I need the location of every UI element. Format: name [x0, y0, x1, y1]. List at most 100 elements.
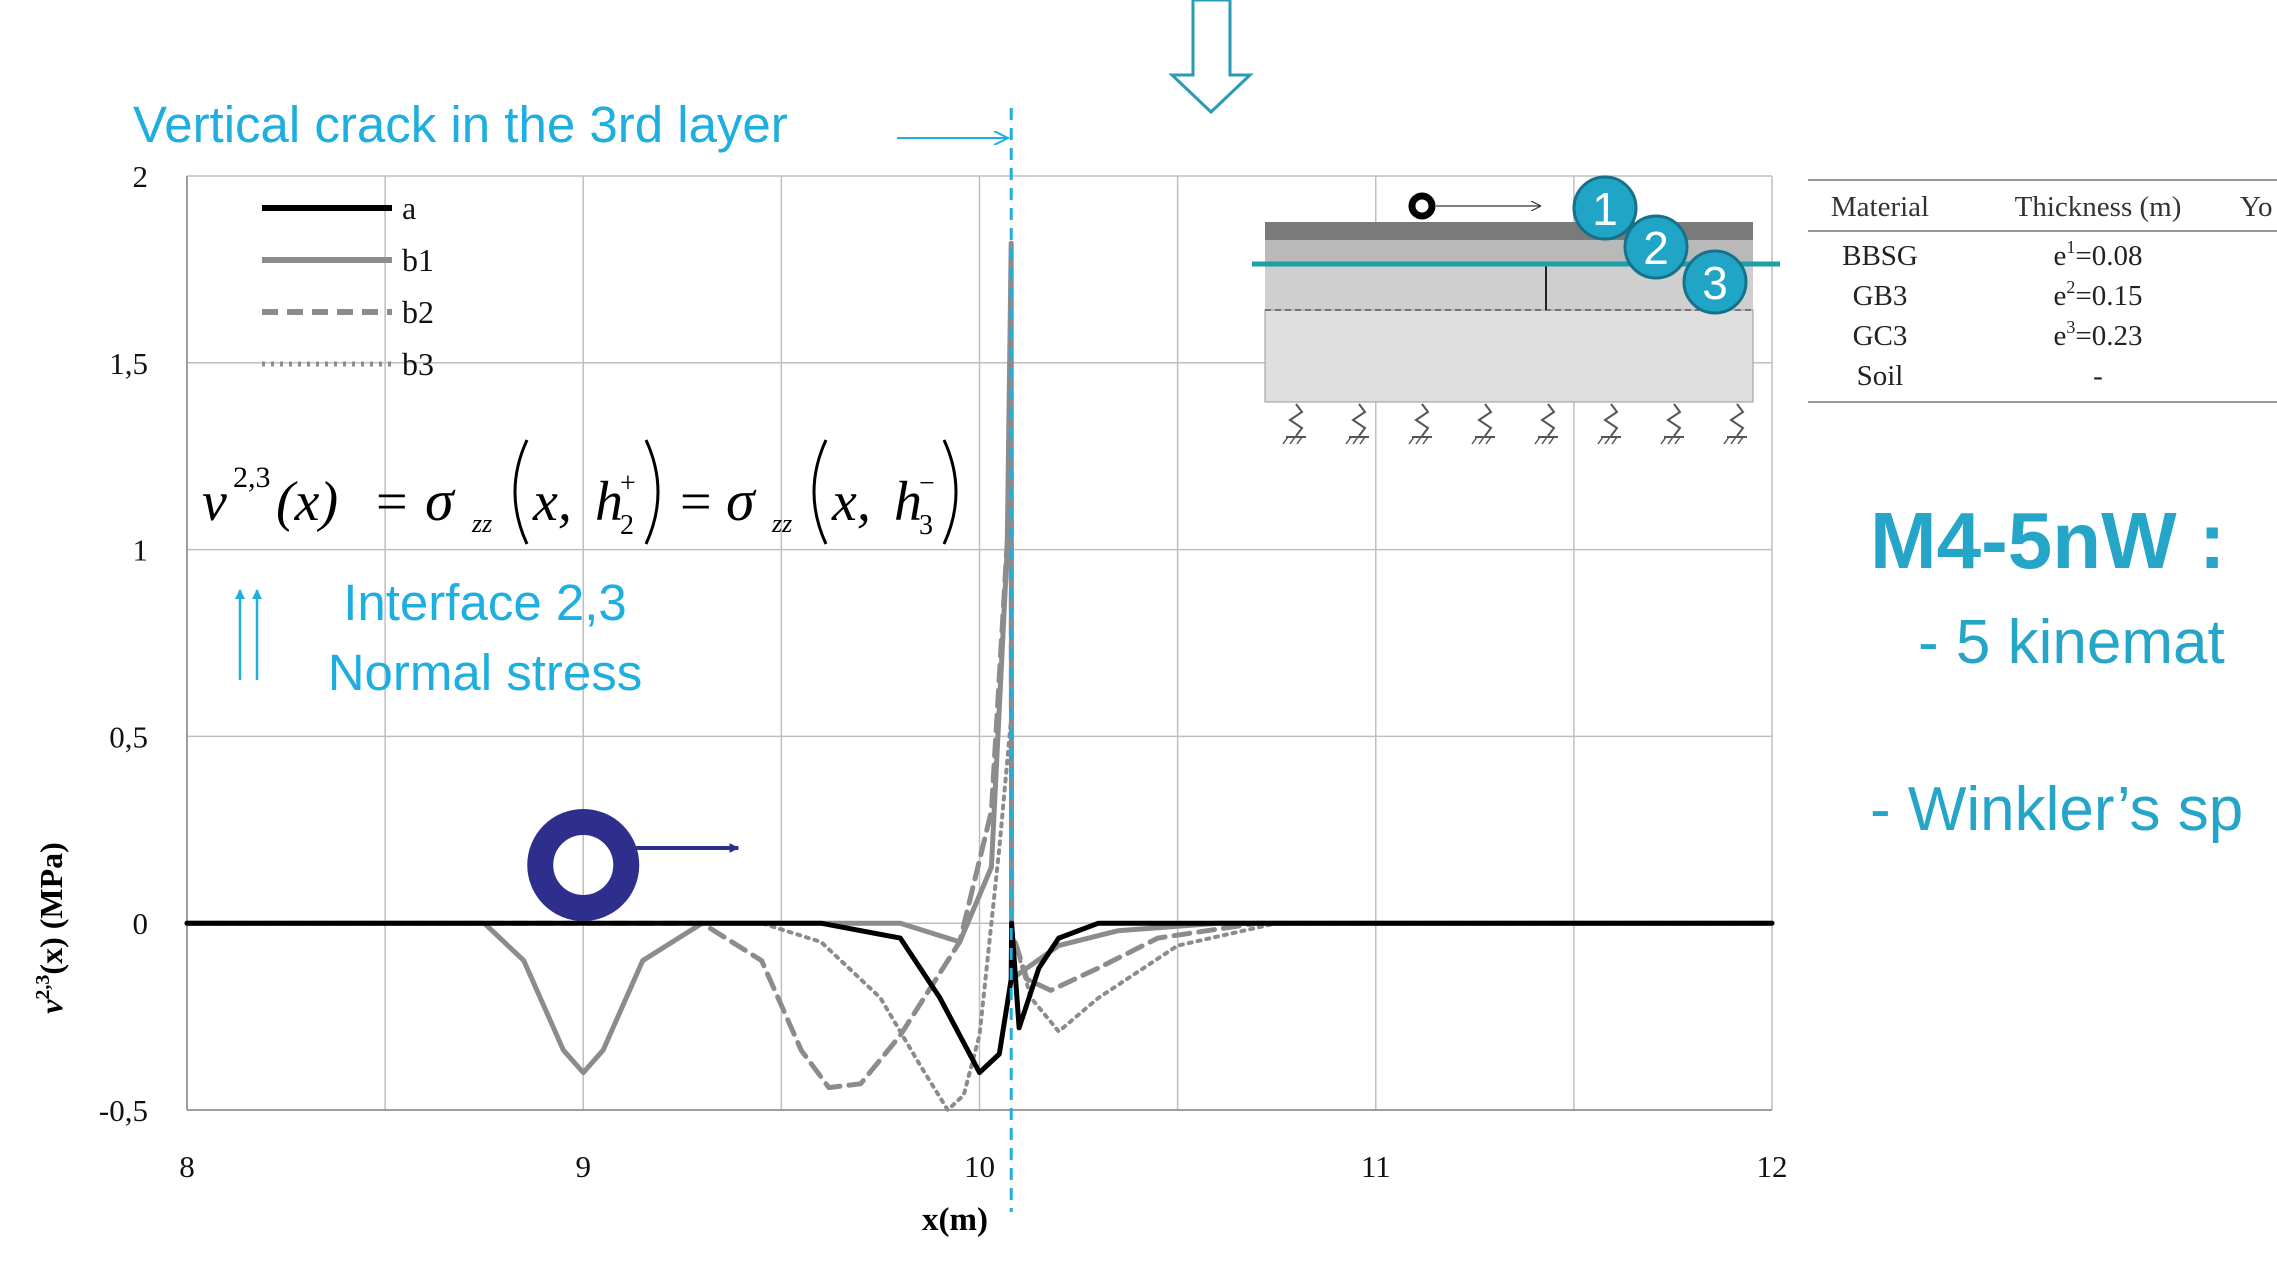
spring-icon	[1729, 403, 1745, 437]
x-tick-label: 11	[1361, 1149, 1391, 1184]
table-header-thickness: Thickness (m)	[2015, 191, 2182, 223]
y-tick-label: 0,5	[109, 719, 148, 754]
inset-layer-2	[1265, 262, 1753, 310]
formula-h3: h	[894, 471, 922, 533]
y-axis-label-sup: 2,3	[32, 975, 54, 1000]
thickness-sup: 2	[2066, 277, 2075, 297]
spring-hatch	[1478, 436, 1485, 445]
legend-label-a: a	[402, 190, 416, 226]
spring-hatch	[1345, 436, 1352, 445]
formula-sigma1: σ	[425, 468, 456, 533]
layer-marker-2-label: 2	[1643, 222, 1669, 274]
x-axis-label: x(m)	[922, 1202, 988, 1238]
formula-eq2: =	[680, 471, 712, 533]
series-line-b3	[185, 715, 1774, 1112]
spring-icon	[1288, 403, 1304, 437]
formula-x-arg: (x)	[276, 471, 338, 533]
spring-icon	[1477, 403, 1493, 437]
formula-paren-close2	[942, 439, 958, 545]
model-point-winkler: - Winkler’s sp	[1870, 775, 2243, 844]
inset-wheel-icon	[1408, 192, 1436, 220]
spring-hatch	[1359, 436, 1366, 445]
double-up-arrow-icon	[235, 589, 262, 680]
spring-hatch	[1660, 436, 1667, 445]
x-tick-label: 10	[964, 1149, 995, 1184]
thickness-base: e	[2054, 280, 2067, 312]
x-tick-label: 8	[179, 1149, 195, 1184]
spring-hatch	[1296, 436, 1303, 445]
table-cell-thickness: e1=0.08	[2054, 237, 2143, 272]
formula-arg1: x,	[532, 471, 572, 533]
thickness-base: -	[2093, 360, 2103, 392]
table-cell-thickness: e3=0.23	[2054, 317, 2143, 352]
table-cell-thickness: e2=0.15	[2054, 277, 2143, 312]
formula-sub2: zz	[771, 509, 792, 538]
spring-hatch	[1611, 436, 1618, 445]
thickness-value: =0.08	[2075, 240, 2142, 272]
x-tick-labels: 8 9 10 11 12	[179, 1149, 1787, 1184]
spring-hatch	[1723, 436, 1730, 445]
spring-hatch	[1674, 436, 1681, 445]
spring-hatch	[1289, 436, 1296, 445]
plot-frame	[186, 176, 1772, 1111]
formula-h2-sup: +	[620, 468, 636, 499]
spring-hatch	[1415, 436, 1422, 445]
winkler-springs	[1282, 403, 1747, 445]
y-tick-label: 0	[133, 906, 149, 941]
pavement-inset-diagram: 1 2 3	[1252, 175, 1780, 445]
legend-label-b3: b3	[402, 346, 434, 382]
layer-marker-3-label: 3	[1702, 257, 1728, 309]
spring-hatch	[1408, 436, 1415, 445]
table-cell-material: GC3	[1853, 320, 1908, 352]
legend-label-b1: b1	[402, 242, 434, 278]
spring-icon	[1603, 403, 1619, 437]
y-axis-label-rest: (x) (MPa)	[33, 842, 69, 974]
spring-hatch	[1422, 436, 1429, 445]
thickness-value: =0.15	[2075, 280, 2142, 312]
spring-hatch	[1667, 436, 1674, 445]
thickness-base: e	[2054, 320, 2067, 352]
spring-icon	[1351, 403, 1367, 437]
model-heading: M4-5nW :	[1870, 496, 2226, 585]
spring-hatch	[1352, 436, 1359, 445]
x-tick-label: 9	[576, 1149, 592, 1184]
series-line-b2	[184, 472, 1775, 1091]
wheel-icon	[527, 809, 740, 921]
model-point-kinematic: - 5 kinemat	[1918, 608, 2225, 677]
spring-hatch	[1737, 436, 1744, 445]
spring-hatch	[1534, 436, 1541, 445]
normal-stress-label: Normal stress	[328, 644, 643, 701]
crack-label: Vertical crack in the 3rd layer	[133, 96, 788, 153]
spring-hatch	[1548, 436, 1555, 445]
thickness-base: e	[2054, 240, 2067, 272]
thickness-sup: 3	[2066, 317, 2075, 337]
y-tick-label: 1,5	[109, 346, 148, 381]
table-cell-material: GB3	[1853, 280, 1908, 312]
down-arrow-icon	[1168, 0, 1254, 115]
spring-hatch	[1730, 436, 1737, 445]
spring-hatch	[1282, 436, 1289, 445]
inset-layer-soil	[1264, 309, 1754, 403]
formula-h2-sub: 2	[620, 510, 634, 541]
table-header-material: Material	[1831, 191, 1929, 223]
x-tick-label: 12	[1757, 1149, 1788, 1184]
table-header-young: Yo	[2240, 191, 2273, 223]
spring-hatch	[1471, 436, 1478, 445]
spring-icon	[1414, 403, 1430, 437]
legend-label-b2: b2	[402, 294, 434, 330]
table-cell-material: Soil	[1857, 360, 1904, 392]
formula-paren-close1	[644, 439, 660, 545]
material-table: Material Thickness (m) Yo BBSG e1=0.08 GB3…	[1808, 179, 2277, 403]
chart-legend: a b1 b2 b3	[262, 190, 434, 382]
y-tick-label: -0,5	[99, 1093, 148, 1128]
formula-paren-open2	[812, 439, 828, 545]
layer-marker-2: 2	[1623, 214, 1689, 280]
y-tick-label: 1	[133, 533, 149, 568]
thickness-value: =0.23	[2075, 320, 2142, 352]
table-cell-material: BBSG	[1842, 240, 1918, 272]
y-axis-label-base: ν	[33, 999, 69, 1014]
y-axis-label: ν2,3(x) (MPa)	[32, 842, 69, 1014]
layer-marker-1-label: 1	[1592, 183, 1618, 235]
